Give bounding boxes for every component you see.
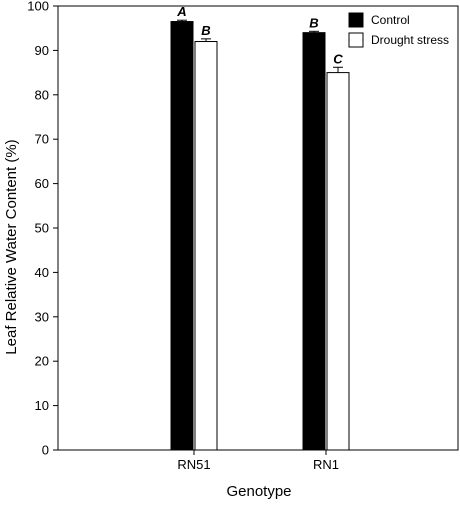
x-axis: RN51 RN1 xyxy=(177,450,339,472)
y-tick-label: 30 xyxy=(35,309,49,324)
plot-border xyxy=(57,5,459,451)
y-tick-label: 100 xyxy=(27,0,49,14)
legend-swatch xyxy=(348,32,364,48)
plot-frame xyxy=(57,5,459,451)
y-axis: 0 10 20 30 40 50 60 70 80 90 100 xyxy=(27,0,58,458)
legend-label: Drought stress xyxy=(371,33,449,47)
x-tick-label: RN1 xyxy=(313,457,339,472)
y-tick-label: 0 xyxy=(42,443,49,458)
significance-letter: B xyxy=(201,23,210,38)
legend: Control Drought stress xyxy=(348,12,449,48)
bar-drought-stress xyxy=(326,72,350,451)
y-tick-label: 10 xyxy=(35,398,49,413)
significance-letter: B xyxy=(309,15,318,30)
bar-control xyxy=(302,32,326,451)
y-tick-label: 90 xyxy=(35,43,49,58)
bar-control xyxy=(170,21,194,451)
y-tick-label: 70 xyxy=(35,132,49,147)
x-axis-title: Genotype xyxy=(226,483,291,500)
legend-swatch xyxy=(348,12,364,28)
significance-letter: A xyxy=(176,4,186,19)
legend-label: Control xyxy=(371,13,410,27)
significance-letter: C xyxy=(333,51,343,66)
y-tick-label: 80 xyxy=(35,87,49,102)
y-tick-label: 20 xyxy=(35,354,49,369)
y-tick-label: 40 xyxy=(35,265,49,280)
y-tick-label: 60 xyxy=(35,176,49,191)
bar-drought-stress xyxy=(194,41,218,451)
y-tick-label: 50 xyxy=(35,221,49,236)
x-tick-label: RN51 xyxy=(177,457,210,472)
y-axis-title: Leaf Relative Water Content (%) xyxy=(3,139,20,354)
